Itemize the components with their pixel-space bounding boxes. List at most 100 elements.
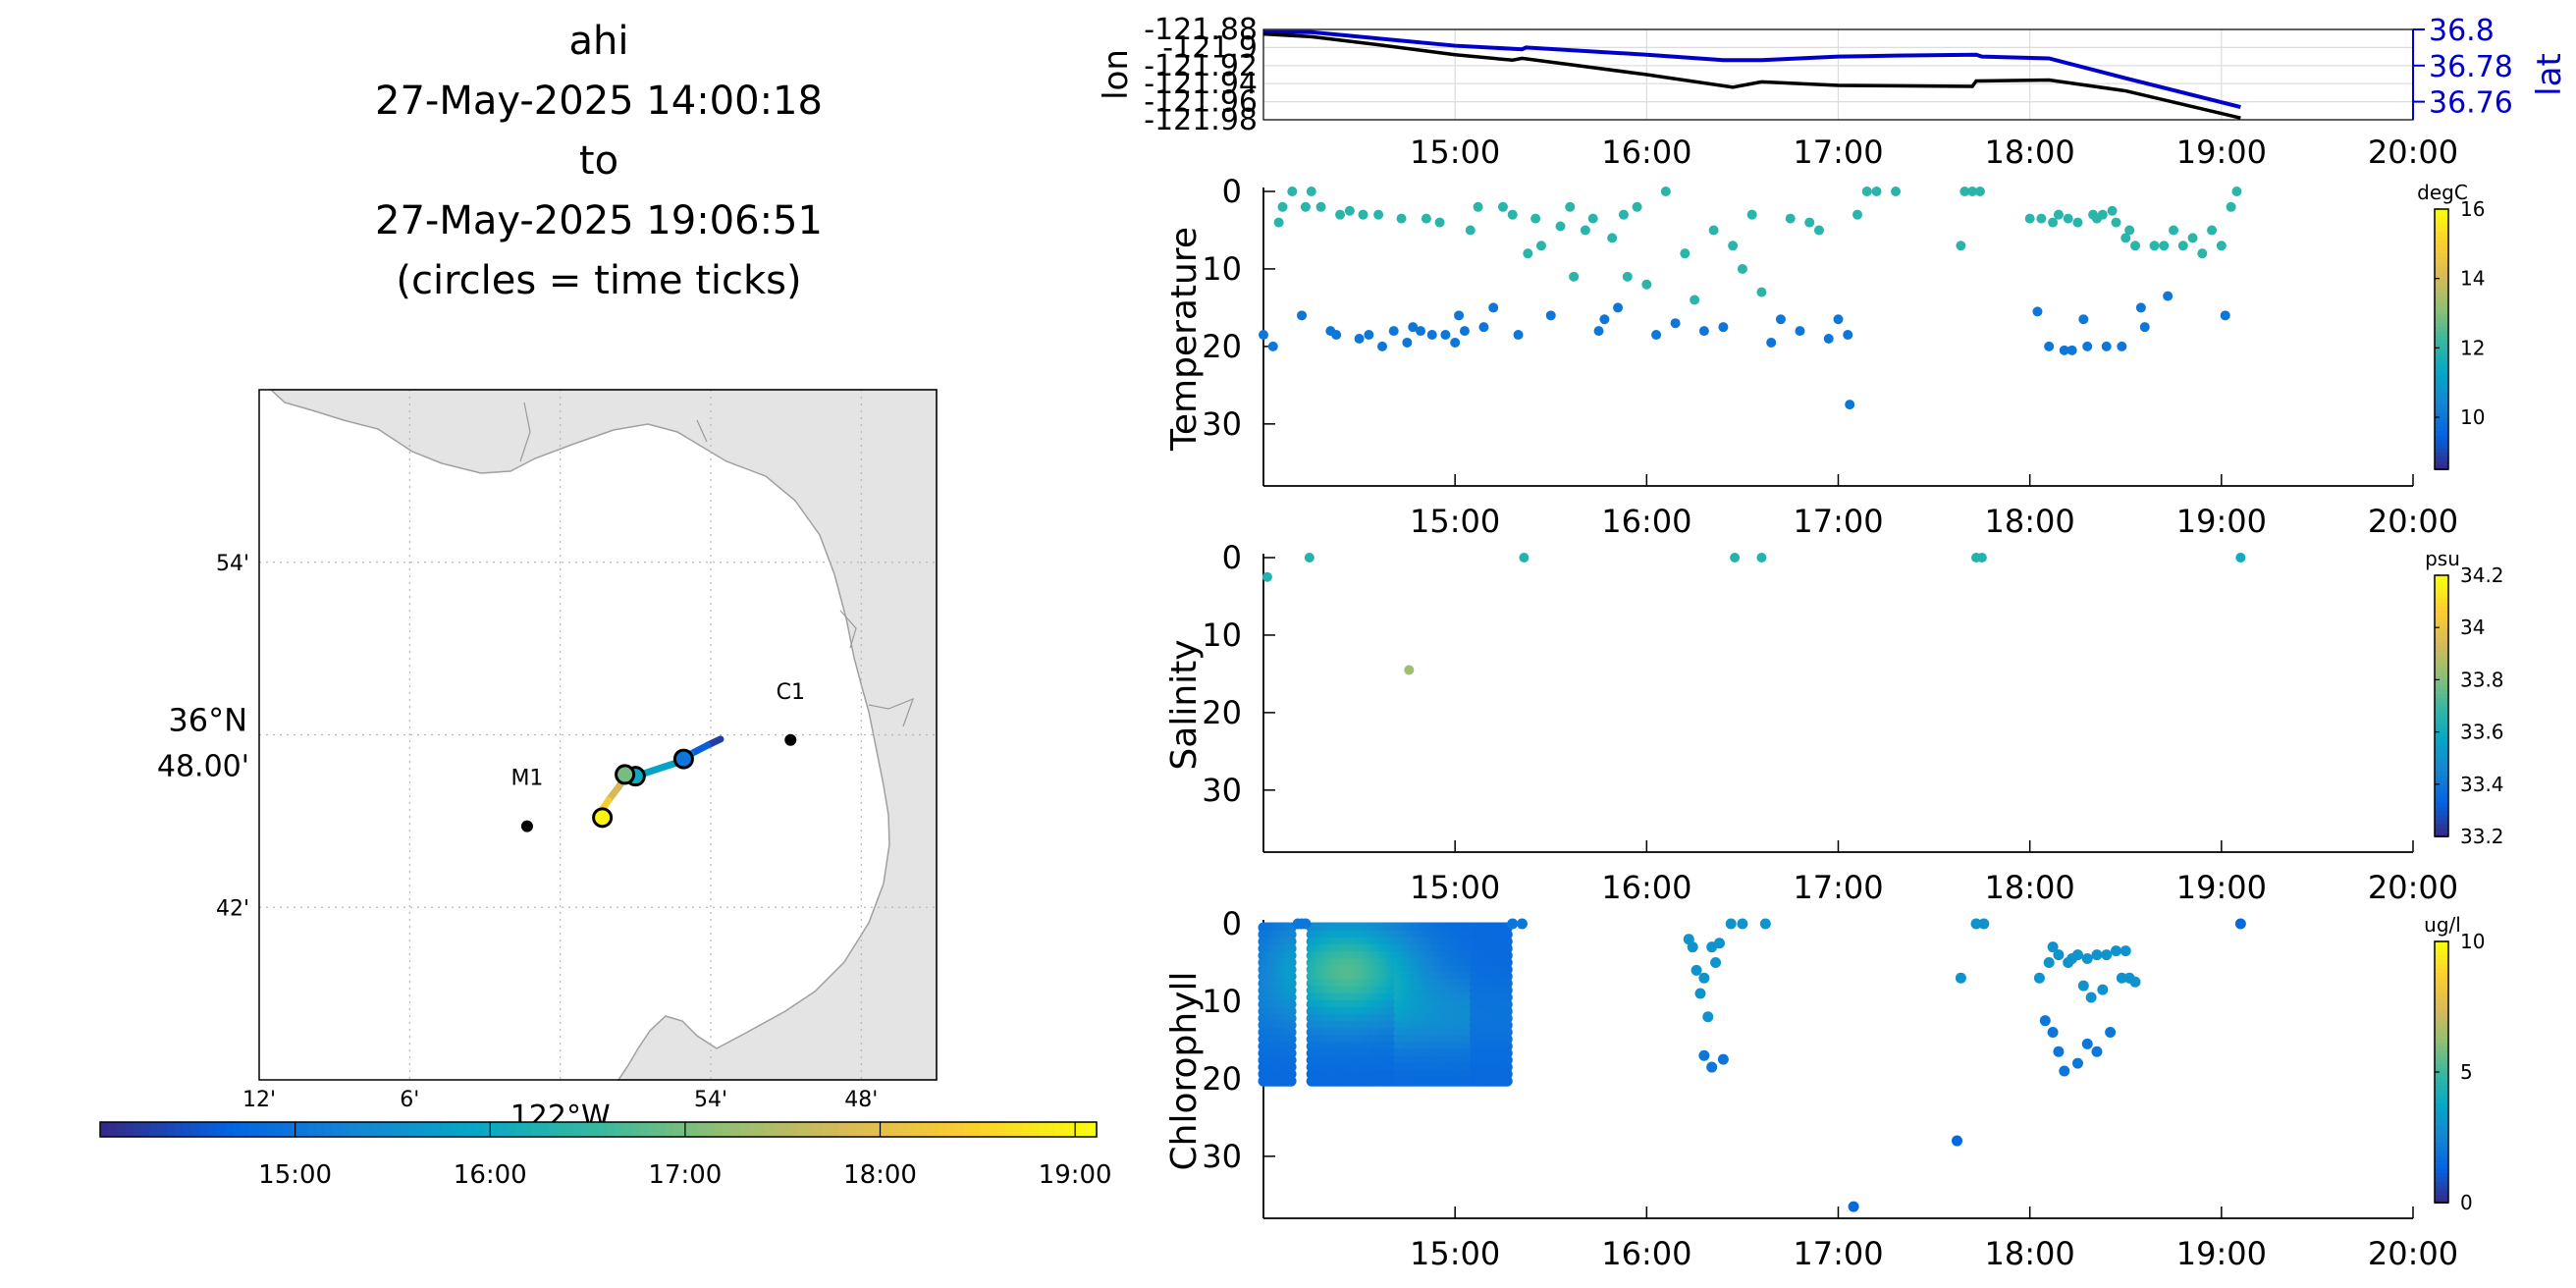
salinity-colorbar-swatch (2435, 775, 2448, 781)
temperature-colorbar-swatch (2435, 213, 2448, 219)
chlorophyll-data-point (1970, 918, 1982, 930)
temperature-colorbar-swatch (2435, 304, 2448, 310)
colorbar-swatch (639, 1122, 650, 1137)
chlorophyll-data-point (2043, 956, 2055, 968)
temperature-data-point (1373, 209, 1384, 220)
chlorophyll-colorbar-swatch (2435, 1167, 2448, 1173)
temperature-colorbar-swatch (2435, 456, 2448, 462)
chlorophyll-colorbar-swatch (2435, 993, 2448, 999)
chlorophyll-colorbar-swatch (2435, 1002, 2448, 1008)
chlorophyll-chart: 0 10 20 30 15:00 16:00 17:00 18:00 19:00 20:00 Chl… (1164, 905, 2485, 1272)
colorbar-swatch (905, 1122, 915, 1137)
lon-axis-label: lon (1097, 49, 1136, 100)
temperature-data-point (2072, 217, 2083, 228)
colorbar-swatch (864, 1122, 874, 1137)
time-tick-label: 16:00 (1601, 134, 1691, 171)
map-river (696, 419, 708, 443)
salinity-colorbar-swatch (2435, 753, 2448, 760)
temperature-data-point (1396, 213, 1407, 224)
salinity-colorbar-swatch (2435, 640, 2448, 646)
salinity-colorbar-swatch (2435, 744, 2448, 751)
temperature-data-point (1580, 225, 1590, 236)
chlorophyll-data-point (2120, 945, 2131, 957)
temperature-colorbar-swatch (2435, 343, 2448, 349)
salinity-x-tick-label: 18:00 (1985, 869, 2075, 906)
salinity-colorbar-swatch (2435, 783, 2448, 790)
temperature-colorbar-swatch (2435, 274, 2448, 280)
colorbar-swatch (972, 1122, 982, 1137)
temperature-data-point (1408, 322, 1419, 333)
temperature-colorbar-swatch (2435, 247, 2448, 254)
colorbar-swatch (989, 1122, 998, 1137)
colorbar-swatch (996, 1122, 1006, 1137)
colorbar-swatch (656, 1122, 667, 1137)
chlorophyll-colorbar-swatch (2435, 1058, 2448, 1065)
chlorophyll-colorbar-swatch (2435, 1115, 2448, 1121)
temperature-colorbar-swatch (2435, 283, 2448, 289)
colorbar-swatch (440, 1122, 451, 1137)
colorbar-swatch (456, 1122, 467, 1137)
chlorophyll-colorbar-swatch (2435, 1010, 2448, 1017)
colorbar-swatch (465, 1122, 475, 1137)
chlorophyll-data-point (1702, 1011, 1714, 1023)
temperature-data-point (1698, 326, 1709, 337)
temperature-data-point (1507, 209, 1518, 220)
temperature-colorbar-swatch (2435, 287, 2448, 293)
colorbar-swatch (191, 1122, 201, 1137)
temperature-data-point (1785, 213, 1796, 224)
colorbar-swatch (307, 1122, 317, 1137)
chlorophyll-data-point (2071, 1057, 2083, 1069)
temperature-data-point (1306, 187, 1316, 196)
temperature-data-point (1804, 217, 1815, 228)
salinity-colorbar-swatch (2435, 792, 2448, 799)
colorbar-swatch (315, 1122, 326, 1137)
temperature-data-point (1421, 213, 1431, 224)
time-tick-circle (615, 764, 636, 785)
colorbar-swatch (631, 1122, 641, 1137)
figure-title: ahi 27-May-2025 14:00:18 to 27-May-2025 … (206, 12, 992, 311)
colorbar-swatch (1046, 1122, 1056, 1137)
temperature-colorbar-label: degC (2417, 181, 2468, 204)
map-x-tick-label: 12' (242, 1088, 276, 1112)
salinity-x-tick-label: 15:00 (1410, 869, 1500, 906)
lon-tick-label: -121.9 (1162, 30, 1258, 65)
colorbar-swatch (946, 1122, 957, 1137)
salinity-colorbar-swatch (2435, 688, 2448, 694)
colorbar-swatch (872, 1122, 883, 1137)
temperature-colorbar-swatch (2435, 464, 2448, 470)
temperature-data-point (2101, 341, 2112, 351)
colorbar-swatch (266, 1122, 276, 1137)
chlorophyll-data-point (2053, 1046, 2065, 1057)
temperature-colorbar-swatch (2435, 382, 2448, 389)
temperature-colorbar-swatch (2435, 373, 2448, 380)
map-x-tick-label: 6' (400, 1088, 419, 1112)
colorbar-swatch (125, 1122, 134, 1137)
chlorophyll-colorbar-swatch (2435, 1076, 2448, 1082)
temperature-colorbar-swatch (2435, 348, 2448, 353)
colorbar-swatch (507, 1122, 516, 1137)
salinity-colorbar-tick-label: 33.6 (2460, 721, 2504, 744)
colorbar-swatch (955, 1122, 965, 1137)
salinity-colorbar-swatch (2435, 592, 2448, 599)
lon-lat-chart: -121.88-121.9-121.92-121.94-121.96-121.9… (1097, 13, 2569, 171)
chlorophyll-colorbar-swatch (2435, 1189, 2448, 1196)
salinity-x-tick-label: 17:00 (1793, 869, 1883, 906)
colorbar-swatch (149, 1122, 160, 1137)
map-land (269, 389, 938, 1081)
temperature-data-point (2036, 213, 2047, 224)
colorbar-swatch (141, 1122, 151, 1137)
chlorophyll-data-point (1694, 988, 1706, 999)
title-line-1: ahi (568, 19, 629, 64)
temperature-colorbar-swatch (2435, 443, 2448, 449)
salinity-colorbar-swatch (2435, 736, 2448, 742)
salinity-colorbar-swatch (2435, 749, 2448, 755)
temperature-data-point (1632, 201, 1642, 212)
map-y-tick-label: 42' (216, 896, 249, 921)
station-label: M1 (510, 767, 543, 791)
temperature-colorbar-swatch (2435, 299, 2448, 306)
temperature-data-point (1450, 337, 1461, 348)
temperature-data-point (2082, 341, 2093, 351)
temperature-colorbar-swatch (2435, 339, 2448, 345)
colorbar-swatch (615, 1122, 624, 1137)
colorbar-swatch (415, 1122, 425, 1137)
